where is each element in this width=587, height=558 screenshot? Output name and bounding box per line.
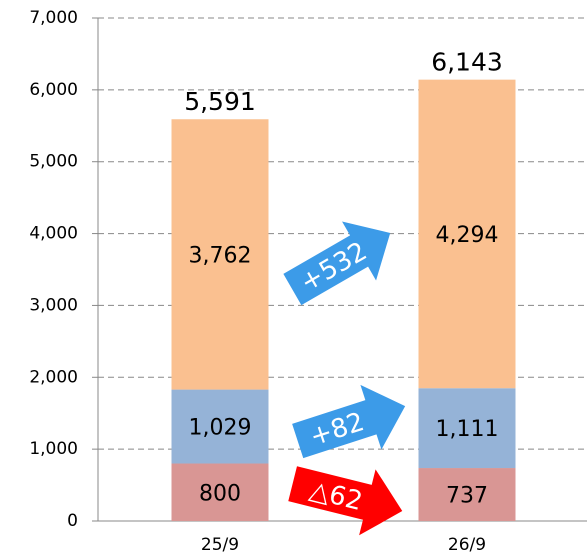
total-label: 6,143 [431, 48, 503, 77]
arrow-bottom: △62 [288, 466, 403, 536]
bar-segment [418, 79, 516, 389]
x-tick-label: 26/9 [448, 535, 486, 555]
arrow-shape [292, 384, 406, 459]
data-label: 4,294 [436, 223, 499, 248]
y-tick-label: 4,000 [29, 224, 78, 244]
data-label: 1,029 [189, 416, 252, 441]
data-label: 800 [199, 481, 241, 506]
bar-segment [171, 119, 269, 390]
y-tick-label: 6,000 [29, 80, 78, 100]
arrow-total: +532 [283, 221, 391, 306]
data-label: 737 [446, 484, 488, 509]
data-label: 3,762 [189, 243, 252, 268]
arrow-middle: +82 [292, 384, 406, 459]
y-tick-label: 0 [67, 511, 78, 531]
bar-segment [171, 389, 269, 464]
arrow-shape [283, 221, 391, 306]
y-tick-label: 1,000 [29, 439, 78, 459]
arrow-shape [288, 466, 403, 536]
y-tick-label: 2,000 [29, 367, 78, 387]
y-tick-label: 5,000 [29, 152, 78, 172]
y-tick-label: 3,000 [29, 295, 78, 315]
bar-segment [418, 468, 516, 521]
bar-segment [171, 463, 269, 521]
y-tick-label: 7,000 [29, 8, 78, 28]
bars: 0 1,000 2,000 3,000 4,000 5,000 6,000 7,000 25/9… [29, 8, 587, 555]
x-tick-label: 25/9 [201, 535, 239, 555]
bar-segment [418, 388, 516, 469]
total-label: 5,591 [184, 87, 256, 116]
data-label: 1,111 [436, 417, 499, 442]
